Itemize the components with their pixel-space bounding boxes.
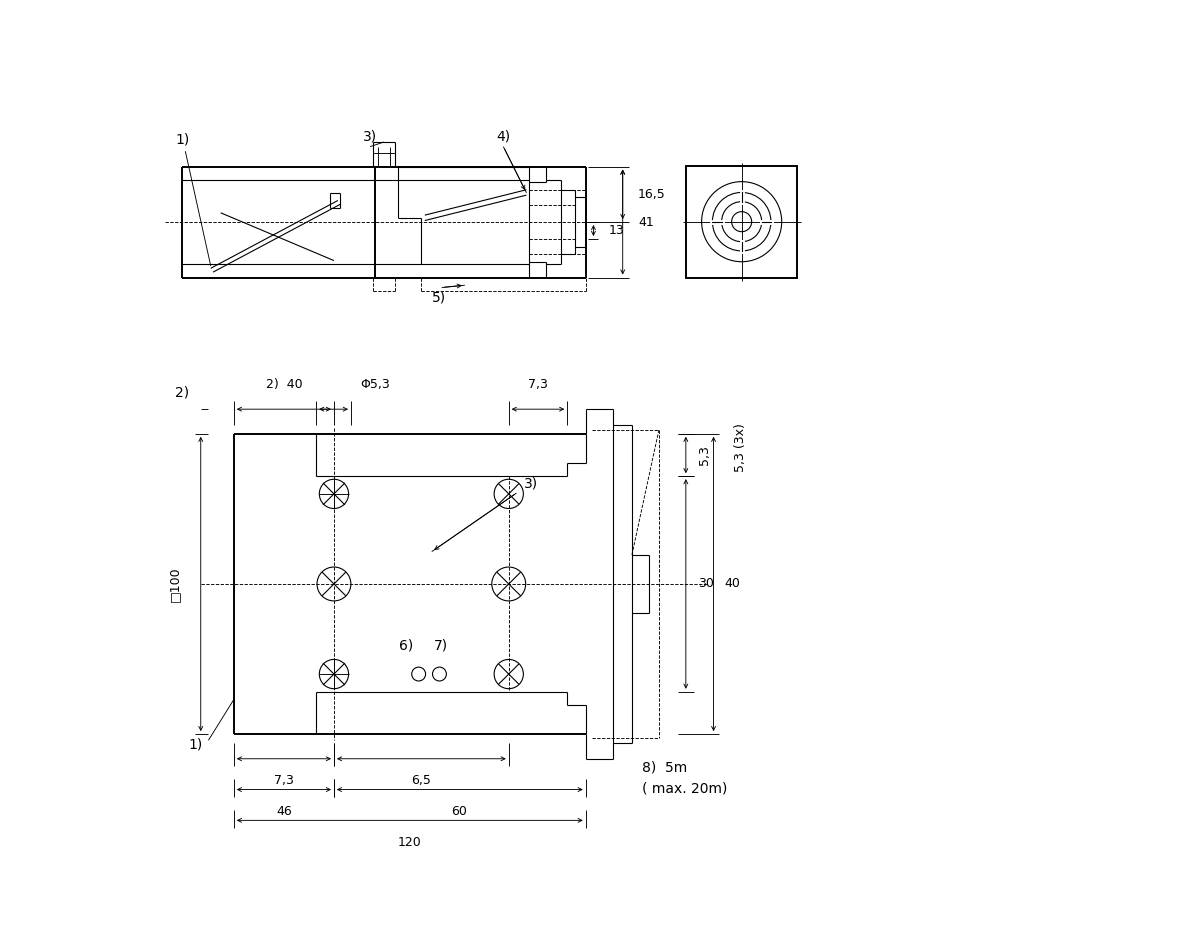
Text: 7,3: 7,3 [528,379,548,392]
Text: 4): 4) [497,130,510,144]
Text: 16,5: 16,5 [638,188,666,201]
Text: ( max. 20m): ( max. 20m) [642,781,727,795]
Text: 7,3: 7,3 [274,774,294,787]
Text: 5,3: 5,3 [698,445,712,466]
Bar [686,166,798,277]
Text: 1): 1) [175,132,190,146]
Text: 8)  5m: 8) 5m [642,760,688,774]
Text: □100: □100 [168,566,181,602]
Text: 6,5: 6,5 [412,774,431,787]
Text: 46: 46 [276,805,292,818]
Text: 7): 7) [434,638,448,652]
Text: 120: 120 [397,836,421,849]
Text: 6): 6) [400,638,413,652]
Text: 13: 13 [608,224,624,237]
Text: 2): 2) [175,385,190,399]
Text: 30: 30 [698,578,714,591]
Text: 3): 3) [364,130,377,144]
Text: 40: 40 [725,578,740,591]
Text: 5,3 (3x): 5,3 (3x) [734,424,748,472]
Text: 41: 41 [638,216,654,229]
Text: 3): 3) [524,476,539,490]
Text: Φ5,3: Φ5,3 [360,379,390,392]
Text: 2)  40: 2) 40 [265,379,302,392]
Text: 1): 1) [188,738,203,752]
Text: 5): 5) [432,290,446,304]
Text: 60: 60 [451,805,467,818]
